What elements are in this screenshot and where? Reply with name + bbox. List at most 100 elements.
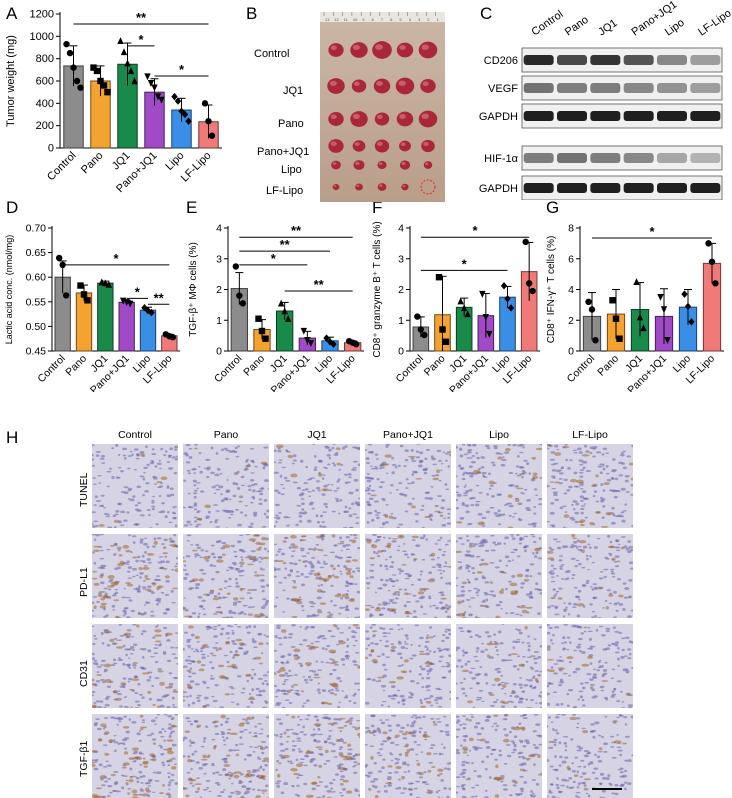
nucleus — [253, 732, 257, 734]
nucleus — [204, 697, 209, 700]
nucleus — [195, 583, 200, 586]
nucleus — [196, 650, 199, 652]
nucleus — [435, 474, 439, 476]
nucleus — [397, 624, 400, 626]
nucleus — [371, 490, 376, 492]
nucleus — [383, 461, 387, 463]
brown-stain — [140, 726, 144, 730]
nucleus — [437, 539, 441, 541]
nucleus — [611, 793, 615, 795]
nucleus — [250, 522, 253, 525]
x-tick-label: Control — [565, 353, 597, 385]
nucleus — [560, 785, 565, 787]
nucleus — [154, 537, 157, 540]
nucleus — [499, 750, 502, 752]
nucleus — [418, 464, 423, 467]
nucleus — [226, 510, 230, 513]
nucleus — [475, 536, 480, 538]
blot-band — [590, 83, 620, 93]
brown-stain — [352, 559, 358, 562]
nucleus — [496, 699, 499, 701]
nucleus — [300, 460, 304, 463]
brown-stain — [145, 578, 151, 580]
nucleus — [356, 517, 360, 519]
nucleus — [441, 640, 445, 642]
nucleus — [283, 636, 287, 639]
data-point — [77, 85, 83, 91]
nucleus — [222, 736, 224, 738]
nucleus — [311, 565, 315, 568]
nucleus — [215, 510, 220, 511]
nucleus — [278, 548, 282, 550]
brown-stain — [128, 779, 133, 782]
nucleus — [148, 562, 152, 564]
nucleus — [565, 511, 568, 513]
nucleus — [279, 733, 283, 735]
nucleus — [283, 782, 288, 785]
nucleus — [612, 490, 617, 493]
brown-stain — [426, 701, 432, 704]
nucleus — [563, 673, 568, 675]
brown-stain — [213, 746, 216, 750]
nucleus — [525, 698, 528, 700]
nucleus — [611, 477, 614, 479]
nucleus — [280, 750, 285, 752]
brown-stain — [312, 548, 316, 550]
nucleus — [382, 758, 385, 760]
nucleus — [370, 781, 375, 783]
nucleus — [437, 790, 440, 792]
nucleus — [298, 559, 301, 561]
nucleus — [427, 635, 430, 636]
nucleus — [477, 595, 479, 596]
nucleus — [354, 790, 359, 792]
nucleus — [370, 642, 374, 644]
brown-stain — [404, 659, 409, 662]
nucleus — [397, 690, 400, 692]
nucleus — [173, 517, 177, 519]
nucleus — [236, 568, 240, 570]
nucleus — [368, 772, 373, 775]
nucleus — [471, 762, 473, 764]
nucleus — [152, 738, 156, 740]
nucleus — [416, 451, 419, 453]
brown-stain — [494, 678, 500, 682]
nucleus — [190, 544, 193, 545]
brown-stain — [253, 535, 261, 537]
nucleus — [462, 649, 464, 652]
data-point — [63, 41, 69, 47]
nucleus — [583, 546, 588, 549]
brown-stain — [508, 494, 513, 498]
nucleus — [377, 555, 381, 557]
nucleus — [443, 566, 447, 568]
nucleus — [354, 583, 357, 585]
nucleus — [289, 702, 292, 704]
nucleus — [586, 580, 590, 582]
nucleus — [612, 576, 616, 577]
nucleus — [243, 605, 248, 607]
nucleus — [469, 671, 473, 674]
nucleus — [625, 723, 627, 726]
nucleus — [216, 649, 219, 652]
nucleus — [264, 700, 267, 702]
nucleus — [202, 608, 205, 610]
nucleus — [223, 744, 226, 745]
nucleus — [621, 488, 626, 491]
nucleus — [328, 690, 331, 693]
nucleus — [397, 665, 402, 667]
brown-stain — [187, 686, 193, 689]
nucleus — [384, 669, 388, 671]
nucleus — [464, 454, 468, 456]
nucleus — [115, 718, 119, 720]
nucleus — [124, 613, 127, 615]
nucleus — [467, 579, 470, 581]
nucleus — [128, 534, 131, 536]
brown-stain — [599, 747, 603, 750]
nucleus — [552, 634, 555, 636]
nucleus — [424, 739, 427, 741]
nucleus — [515, 549, 518, 552]
nucleus — [611, 507, 615, 509]
nucleus — [247, 485, 251, 487]
nucleus — [480, 650, 484, 653]
nucleus — [142, 722, 145, 724]
